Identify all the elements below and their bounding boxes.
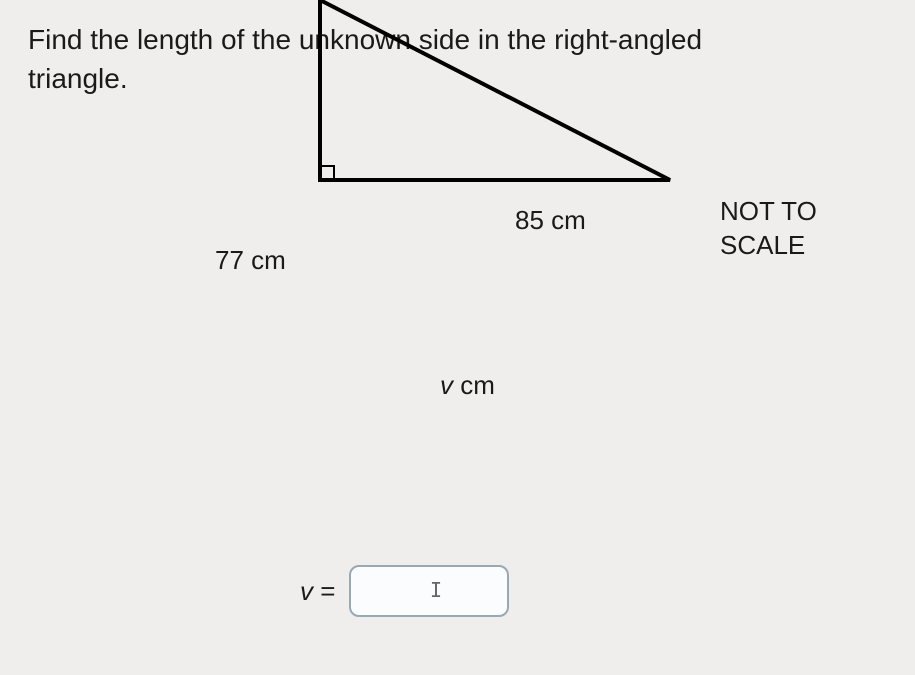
side-label-hypotenuse: 85 cm bbox=[515, 205, 586, 236]
question-line-2: triangle. bbox=[28, 63, 128, 94]
triangle-diagram bbox=[300, 0, 700, 200]
base-unit: cm bbox=[453, 370, 495, 400]
answer-equals: = bbox=[313, 576, 335, 606]
answer-label: v = bbox=[300, 576, 335, 607]
triangle-shape bbox=[320, 0, 670, 180]
note-line-2: SCALE bbox=[720, 230, 805, 260]
not-to-scale-note: NOT TO SCALE bbox=[720, 195, 817, 263]
note-line-1: NOT TO bbox=[720, 196, 817, 226]
answer-input[interactable] bbox=[349, 565, 509, 617]
side-label-vertical: 77 cm bbox=[215, 245, 286, 276]
base-variable: v bbox=[440, 370, 453, 400]
side-label-base: v cm bbox=[440, 370, 495, 401]
answer-row: v = bbox=[300, 565, 509, 617]
answer-variable: v bbox=[300, 576, 313, 606]
right-angle-marker bbox=[320, 166, 334, 180]
